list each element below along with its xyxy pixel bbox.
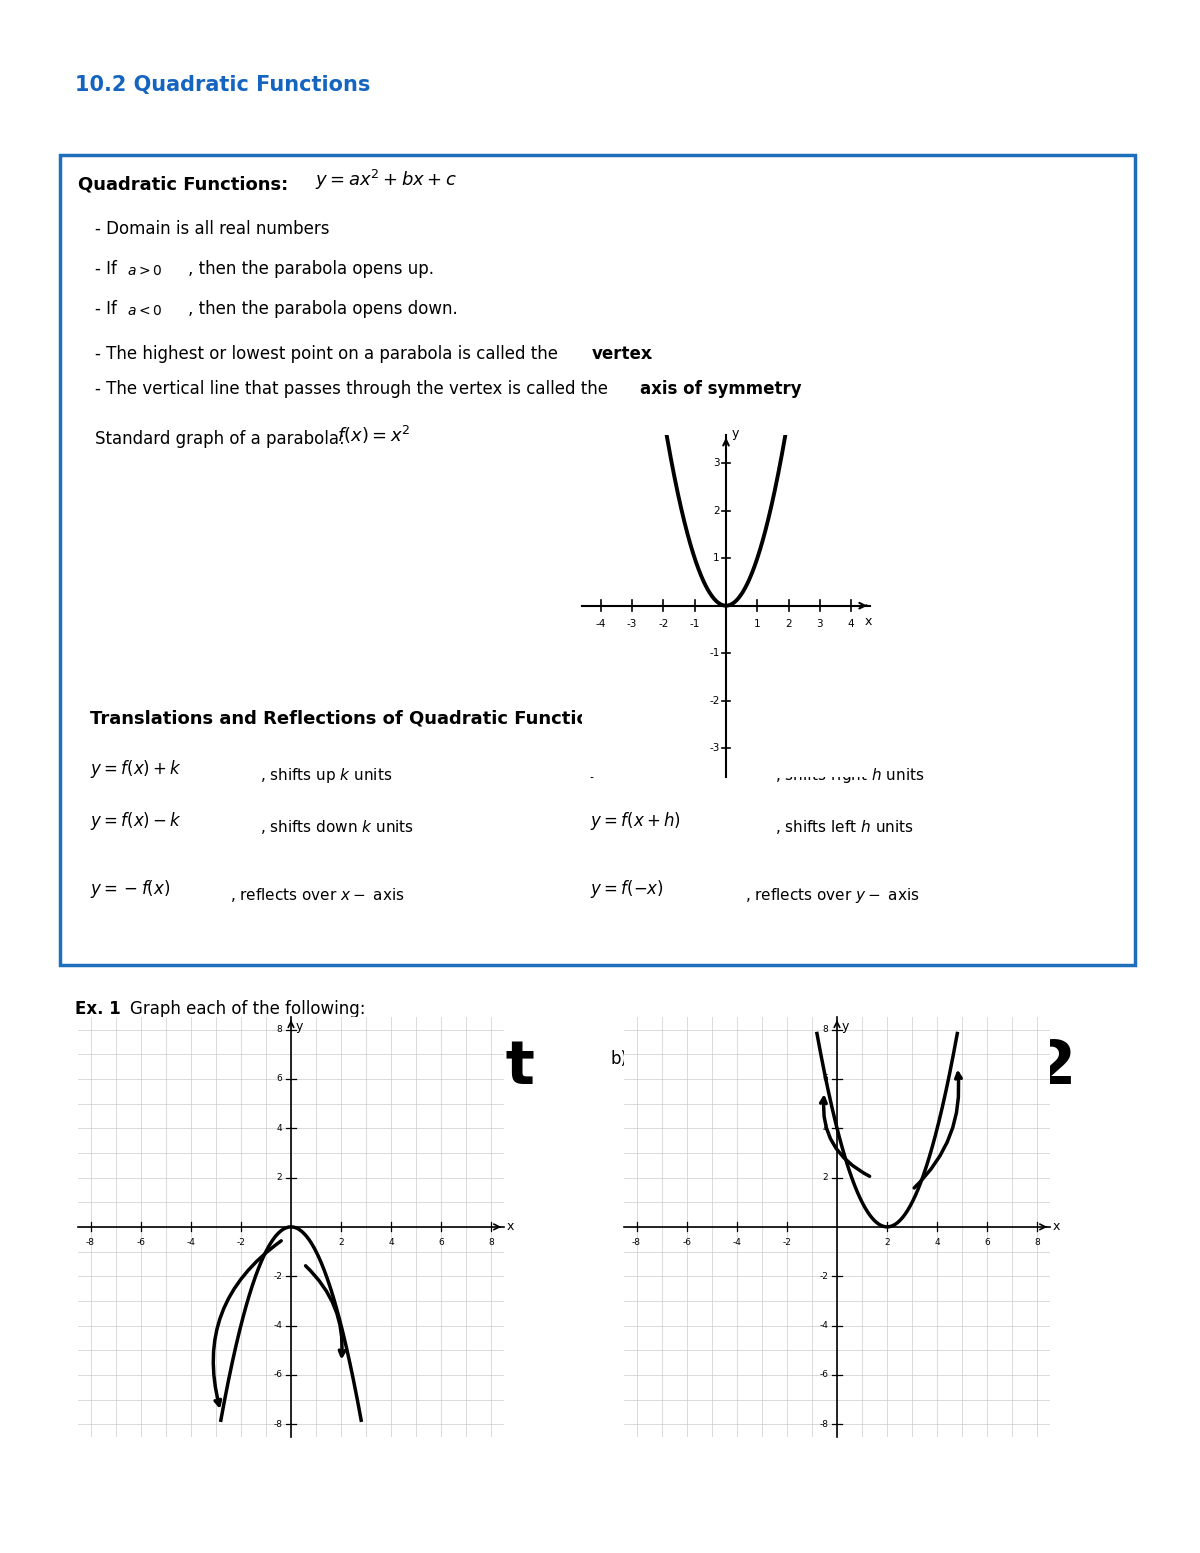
Text: x: x <box>1052 1221 1060 1233</box>
FancyBboxPatch shape <box>60 155 1135 964</box>
Text: - Domain is all real numbers: - Domain is all real numbers <box>95 221 330 238</box>
Text: 4: 4 <box>935 1238 940 1247</box>
Text: - If: - If <box>95 300 122 318</box>
Text: -2: -2 <box>236 1238 245 1247</box>
Text: $a > 0$: $a > 0$ <box>127 264 162 278</box>
Text: 2: 2 <box>884 1238 890 1247</box>
Text: -1: -1 <box>709 648 720 658</box>
Text: -4: -4 <box>274 1322 282 1329</box>
Text: , reflects over $x-$ axis: , reflects over $x-$ axis <box>230 887 404 904</box>
Text: $f(x)=-x^2$: $f(x)=-x^2$ <box>134 1047 223 1068</box>
Text: $y = ax^2 + bx + c$: $y = ax^2 + bx + c$ <box>314 168 457 193</box>
Text: -2: -2 <box>709 696 720 705</box>
Text: 4: 4 <box>848 620 854 629</box>
Text: 4: 4 <box>389 1238 394 1247</box>
Text: 1: 1 <box>713 553 720 564</box>
Text: 1: 1 <box>754 620 761 629</box>
Text: $f(x)=(x-2)^2$: $f(x)=(x-2)^2$ <box>646 1047 756 1068</box>
Text: a): a) <box>100 1050 116 1068</box>
Text: Standard graph of a parabola:: Standard graph of a parabola: <box>95 430 350 447</box>
Text: 10.2 Quadratic Functions: 10.2 Quadratic Functions <box>74 75 371 95</box>
Text: b): b) <box>610 1050 628 1068</box>
Text: , shifts left $h$ units: , shifts left $h$ units <box>775 818 913 836</box>
Text: 8: 8 <box>276 1025 282 1034</box>
Text: Ex. 1: Ex. 1 <box>74 1000 121 1019</box>
Text: Quadratic Functions:: Quadratic Functions: <box>78 175 288 193</box>
Text: -2: -2 <box>782 1238 791 1247</box>
Text: 3: 3 <box>817 620 823 629</box>
Text: 2: 2 <box>713 506 720 516</box>
Text: 3: 3 <box>713 458 720 469</box>
Text: - The vertical line that passes through the vertex is called the: - The vertical line that passes through … <box>95 380 613 398</box>
Text: -3: -3 <box>626 620 637 629</box>
Text: -6: -6 <box>274 1370 282 1379</box>
Text: -2: -2 <box>274 1272 282 1281</box>
Text: y: y <box>842 1020 850 1033</box>
Text: 2: 2 <box>823 1173 828 1182</box>
Text: -2: -2 <box>659 620 668 629</box>
Text: 2: 2 <box>277 1173 282 1182</box>
Text: 6: 6 <box>438 1238 444 1247</box>
Text: $y = f\left(x\right)-k$: $y = f\left(x\right)-k$ <box>90 811 182 832</box>
Text: x: x <box>506 1221 514 1233</box>
Text: -6: -6 <box>820 1370 828 1379</box>
Text: , reflects over $y-$ axis: , reflects over $y-$ axis <box>745 887 919 905</box>
Text: -8: -8 <box>820 1419 828 1429</box>
Text: $y = f\left(x\right)+k$: $y = f\left(x\right)+k$ <box>90 758 182 780</box>
Text: -4: -4 <box>820 1322 828 1329</box>
Text: Translations and Reflections of Quadratic Functions: Translations and Reflections of Quadrati… <box>90 710 612 728</box>
Text: $y = f\left(x-h\right)$: $y = f\left(x-h\right)$ <box>590 758 680 780</box>
Text: -2: -2 <box>820 1272 828 1281</box>
Text: $f\left(x\right) = x^2$: $f\left(x\right) = x^2$ <box>337 424 410 446</box>
Text: 4: 4 <box>277 1124 282 1132</box>
Text: - If: - If <box>95 259 122 278</box>
Text: 8: 8 <box>488 1238 494 1247</box>
Text: $a < 0$: $a < 0$ <box>127 304 162 318</box>
Text: $y = f\left(-x\right)$: $y = f\left(-x\right)$ <box>590 877 664 901</box>
Text: 2: 2 <box>785 620 792 629</box>
Text: 6: 6 <box>822 1075 828 1084</box>
Text: 2: 2 <box>338 1238 344 1247</box>
Text: 8: 8 <box>822 1025 828 1034</box>
Text: , shifts right $h$ units: , shifts right $h$ units <box>775 766 925 784</box>
Text: axis of symmetry: axis of symmetry <box>640 380 802 398</box>
Text: .: . <box>766 380 770 398</box>
Text: -4: -4 <box>732 1238 742 1247</box>
Text: -8: -8 <box>86 1238 95 1247</box>
Text: vertex: vertex <box>592 345 653 363</box>
Text: , then the parabola opens down.: , then the parabola opens down. <box>188 300 457 318</box>
Text: 6: 6 <box>984 1238 990 1247</box>
Text: , shifts up $k$ units: , shifts up $k$ units <box>260 766 392 784</box>
Text: 6: 6 <box>276 1075 282 1084</box>
Text: -1: -1 <box>690 620 700 629</box>
Text: -4: -4 <box>186 1238 196 1247</box>
Text: , then the parabola opens up.: , then the parabola opens up. <box>188 259 434 278</box>
Text: -6: -6 <box>136 1238 145 1247</box>
Text: - The highest or lowest point on a parabola is called the: - The highest or lowest point on a parab… <box>95 345 563 363</box>
Text: $y = f\left(x+h\right)$: $y = f\left(x+h\right)$ <box>590 811 680 832</box>
Text: .: . <box>647 345 653 363</box>
Text: 4: 4 <box>823 1124 828 1132</box>
Text: -4: -4 <box>595 620 606 629</box>
Text: -3: -3 <box>709 742 720 753</box>
Text: , shifts down $k$ units: , shifts down $k$ units <box>260 818 414 836</box>
Text: x: x <box>865 615 872 627</box>
Text: Graph each of the following:: Graph each of the following: <box>130 1000 366 1019</box>
Text: $y = -f\left(x\right)$: $y = -f\left(x\right)$ <box>90 877 170 901</box>
Text: y: y <box>732 427 739 439</box>
Text: 8: 8 <box>1034 1238 1040 1247</box>
Text: -6: -6 <box>682 1238 691 1247</box>
Text: reflect: reflect <box>310 1037 536 1096</box>
Text: right 2: right 2 <box>845 1037 1076 1096</box>
Text: y: y <box>296 1020 304 1033</box>
Text: -8: -8 <box>274 1419 282 1429</box>
Text: -8: -8 <box>632 1238 641 1247</box>
